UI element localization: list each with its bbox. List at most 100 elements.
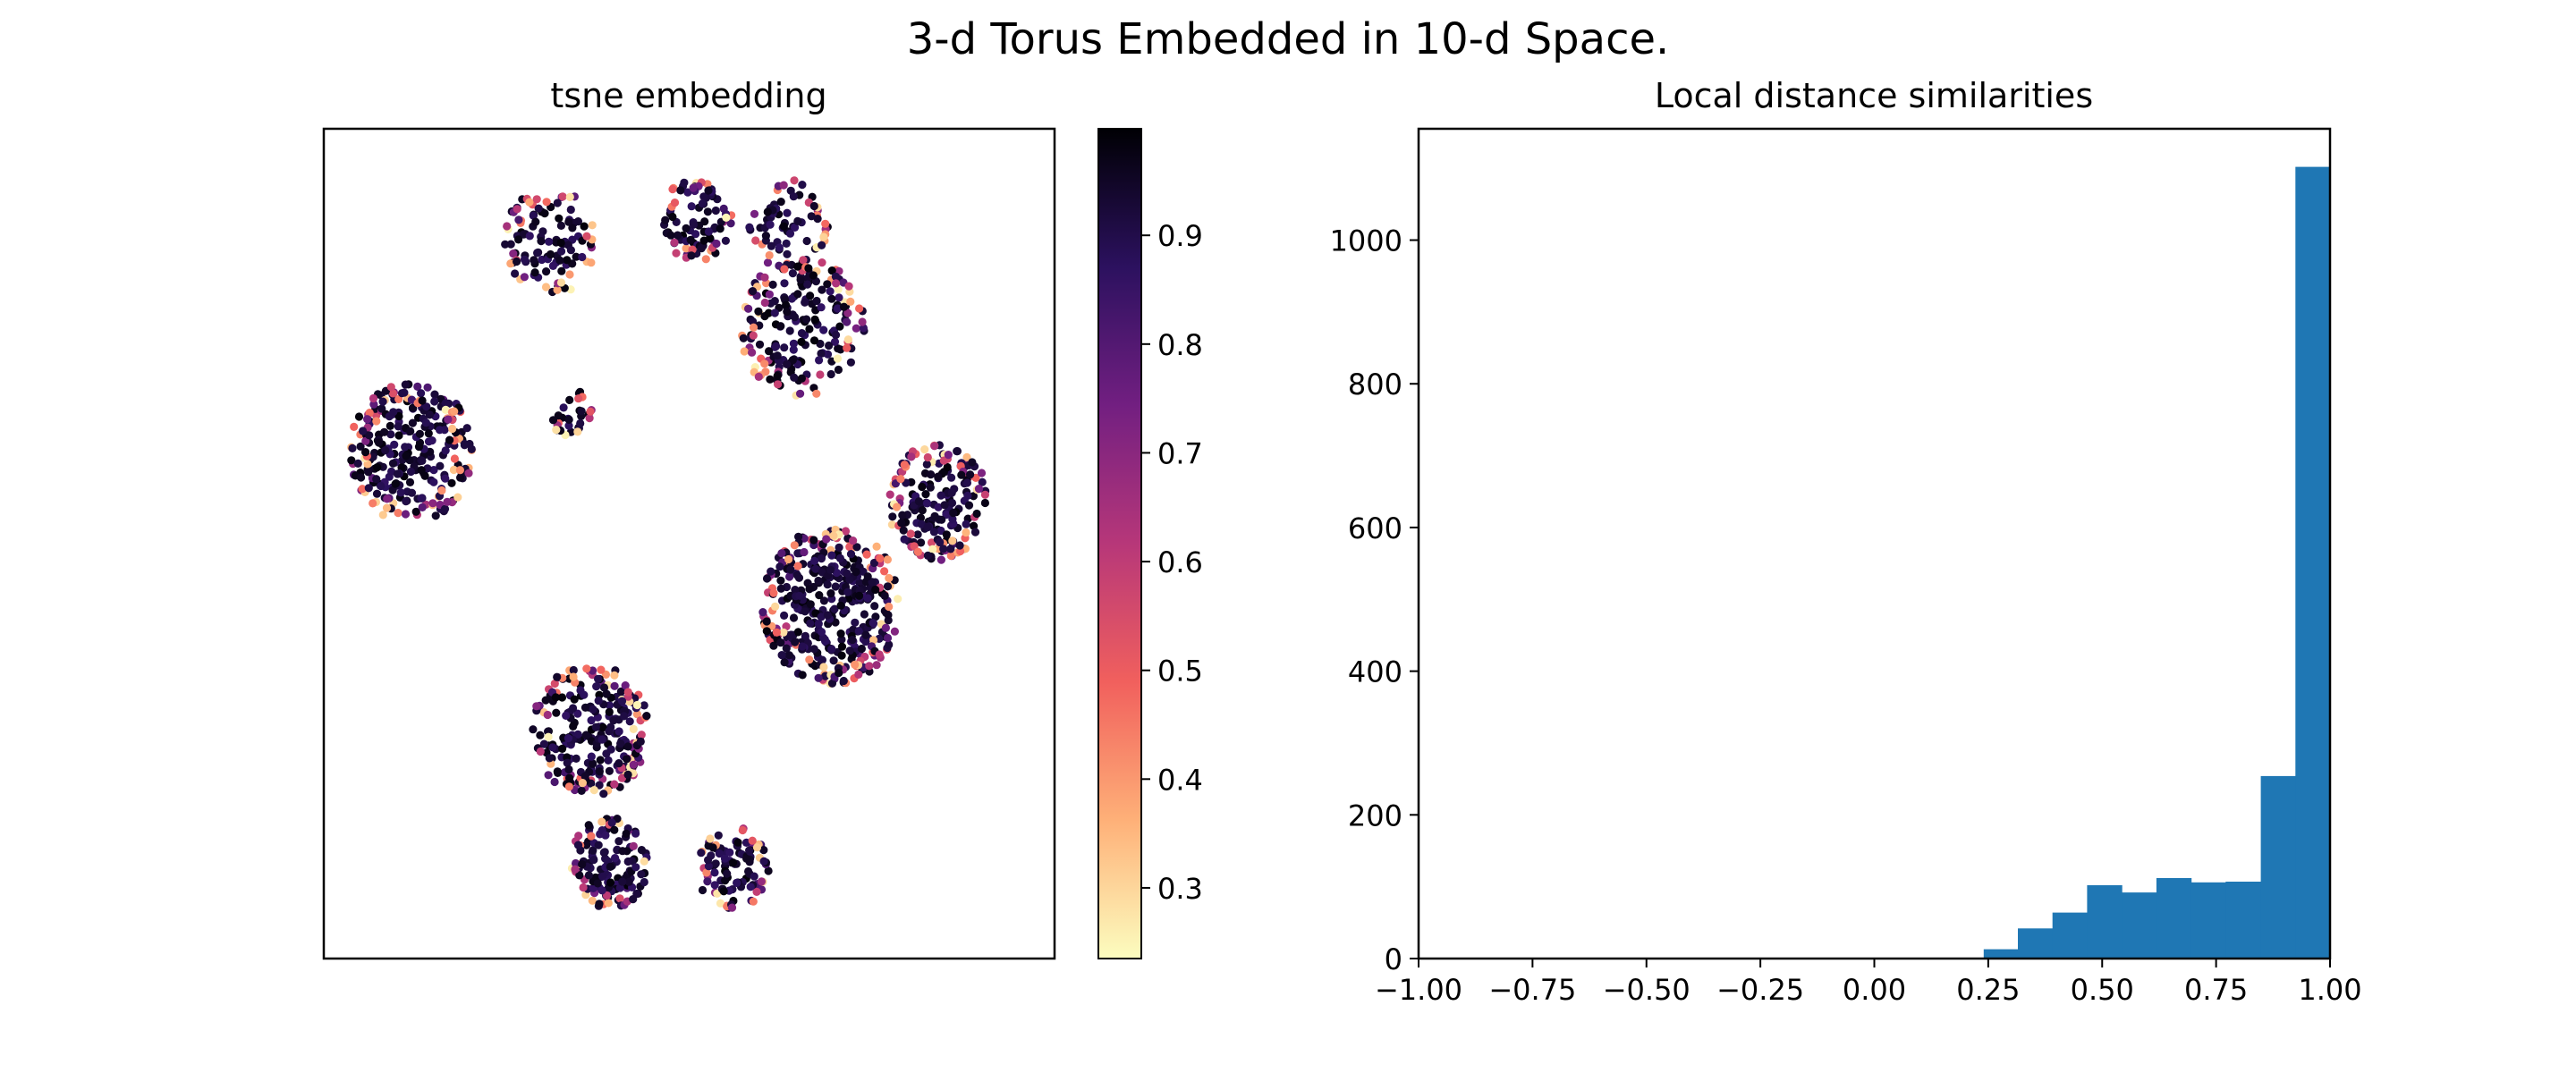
scatter-point	[855, 591, 864, 600]
histogram-bar	[2156, 878, 2192, 959]
scatter-point	[563, 758, 572, 767]
scatter-point	[765, 290, 775, 299]
scatter-point	[944, 451, 953, 460]
scatter-point	[553, 285, 562, 294]
scatter-point	[604, 756, 613, 765]
scatter-point	[706, 834, 715, 843]
scatter-point	[599, 848, 608, 858]
scatter-point	[835, 668, 843, 678]
scatter-point	[455, 466, 464, 475]
y-tick-label: 0	[1385, 942, 1402, 976]
scatter-point	[595, 767, 605, 776]
scatter-point	[790, 373, 799, 382]
scatter-point	[388, 459, 398, 468]
scatter-point	[742, 854, 751, 863]
scatter-point	[806, 619, 815, 628]
scatter-point	[553, 767, 562, 776]
histogram-y-axis: 0 200 400 600 800 1000	[1330, 224, 1419, 976]
scatter-point	[594, 674, 603, 684]
scatter-point	[544, 732, 553, 741]
scatter-point	[448, 424, 457, 434]
scatter-point	[923, 499, 932, 508]
scatter-point	[565, 270, 574, 279]
scatter-point	[752, 843, 762, 852]
scatter-point	[773, 351, 782, 360]
scatter-point	[744, 304, 753, 313]
scatter-point	[615, 894, 624, 903]
scatter-point	[668, 212, 677, 222]
scatter-point	[565, 192, 574, 201]
colorbar-ticks: 0.3 0.4 0.5 0.6 0.7 0.8 0.9	[1141, 219, 1203, 906]
scatter-point	[825, 341, 834, 351]
scatter-point	[551, 693, 561, 702]
scatter-point	[913, 530, 922, 539]
scatter-point	[980, 490, 989, 499]
scatter-point	[587, 716, 596, 725]
scatter-point	[855, 304, 864, 313]
colorbar-tick-label: 0.5	[1157, 655, 1203, 689]
scatter-point	[506, 240, 515, 249]
scatter-point	[740, 347, 749, 356]
scatter-point	[388, 389, 397, 398]
scatter-point	[428, 499, 437, 508]
scatter-point	[830, 604, 839, 613]
scatter-point	[797, 374, 807, 383]
scatter-point	[580, 222, 589, 231]
scatter-point	[776, 576, 785, 585]
scatter-point	[802, 315, 811, 324]
scatter-point	[857, 644, 867, 654]
scatter-point	[575, 871, 584, 880]
scatter-point	[599, 683, 609, 692]
scatter-point	[699, 192, 708, 201]
scatter-point	[462, 424, 471, 433]
scatter-point	[715, 849, 724, 858]
scatter-point	[869, 558, 879, 568]
scatter-point	[513, 257, 521, 266]
scatter-point	[541, 283, 551, 291]
scatter-point	[830, 337, 840, 346]
scatter-point	[827, 679, 837, 688]
colorbar-tick-label: 0.7	[1157, 436, 1203, 470]
scatter-point	[837, 642, 847, 651]
scatter-point	[748, 287, 758, 296]
scatter-point	[569, 722, 578, 731]
scatter-point	[765, 250, 774, 260]
scatter-point	[532, 195, 541, 204]
scatter-point	[369, 499, 377, 508]
scatter-point	[896, 475, 905, 484]
scatter-point	[757, 877, 767, 886]
scatter-point	[946, 551, 955, 561]
scatter-point	[914, 497, 923, 506]
scatter-point	[417, 389, 426, 398]
scatter-point	[962, 478, 971, 487]
scatter-point	[937, 515, 946, 524]
scatter-point	[447, 478, 456, 487]
scatter-point	[817, 303, 826, 312]
histogram-bar	[2225, 882, 2262, 959]
scatter-point	[533, 249, 542, 258]
scatter-point	[542, 267, 551, 276]
y-tick-label: 600	[1348, 511, 1402, 545]
scatter-point	[637, 846, 647, 855]
scatter-point	[383, 494, 392, 503]
scatter-point	[819, 232, 828, 241]
scatter-point	[767, 241, 776, 250]
scatter-point	[841, 527, 851, 536]
scatter-point	[564, 421, 573, 430]
x-tick-label: 1.00	[2298, 973, 2361, 1007]
scatter-point	[963, 491, 972, 501]
scatter-point	[537, 237, 546, 246]
scatter-point	[784, 651, 794, 660]
scatter-point	[785, 229, 795, 238]
scatter-point	[602, 749, 611, 758]
scatter-point	[794, 532, 803, 541]
scatter-point	[596, 756, 605, 765]
scatter-point	[545, 754, 554, 763]
scatter-point	[401, 443, 410, 452]
scatter-point	[532, 702, 541, 711]
scatter-point	[789, 192, 798, 201]
scatter-point	[594, 697, 603, 705]
scatter-point	[790, 313, 800, 322]
scatter-point	[382, 503, 392, 512]
scatter-point	[805, 585, 814, 594]
